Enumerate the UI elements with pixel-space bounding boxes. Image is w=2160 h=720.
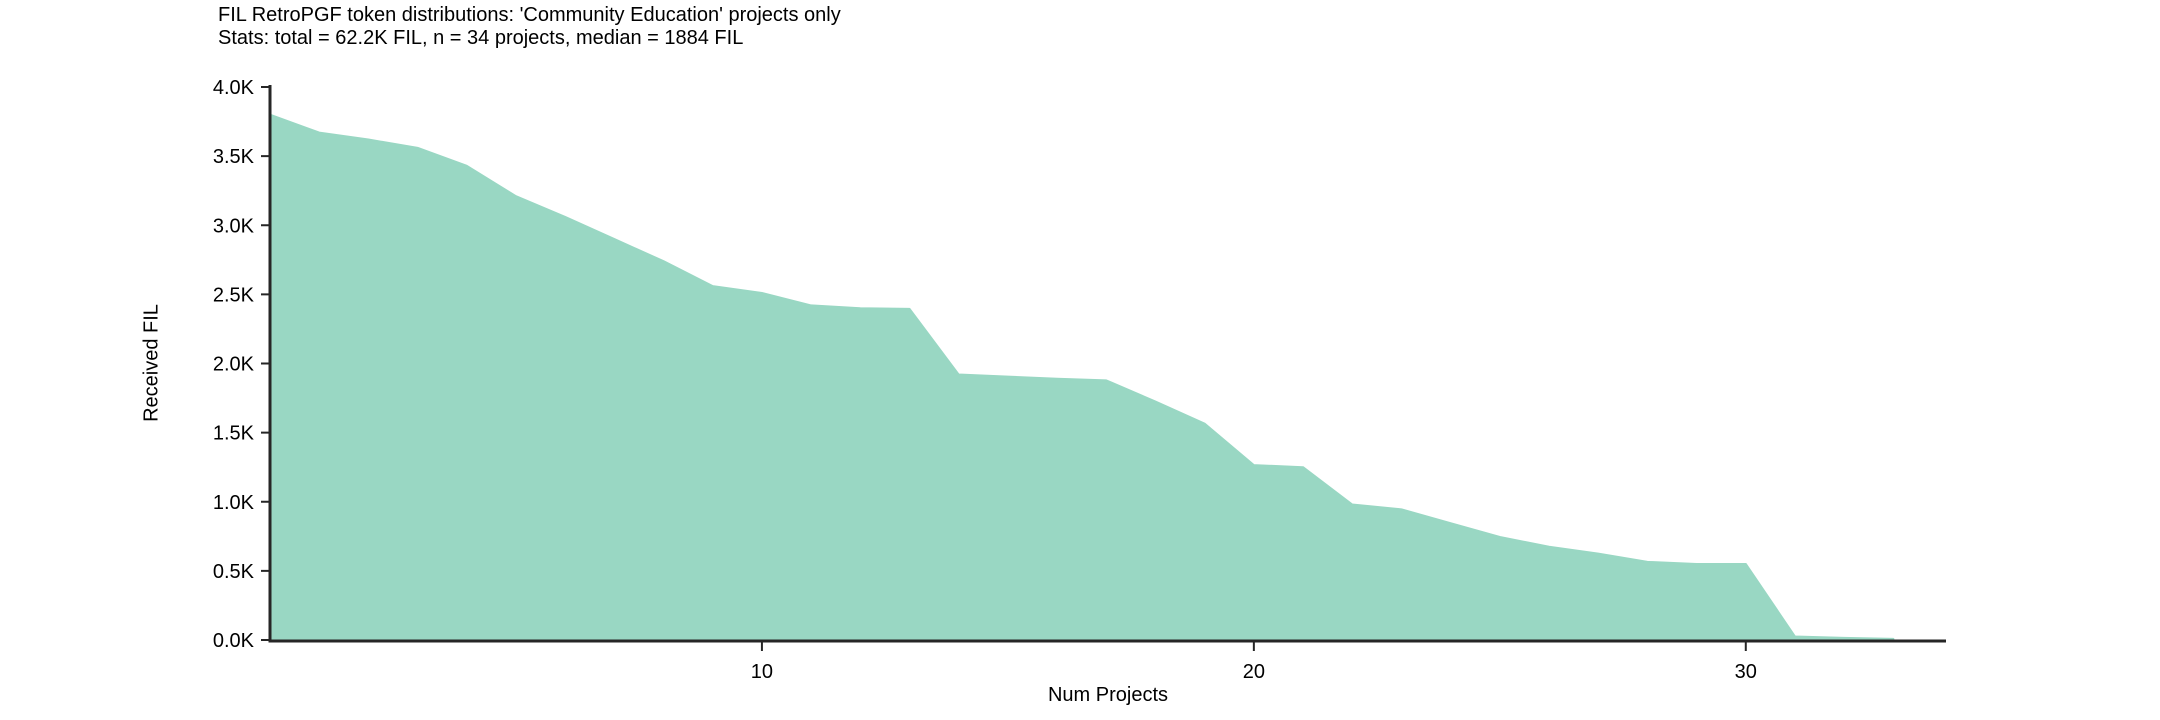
y-tick-label: 0.5K xyxy=(213,561,255,583)
y-tick-label: 2.0K xyxy=(213,354,255,376)
x-tick-label: 30 xyxy=(1735,661,1757,683)
y-axis-title: Received FIL xyxy=(140,304,163,422)
y-tick-label: 4.0K xyxy=(213,77,255,99)
y-tick-label: 2.5K xyxy=(213,284,255,306)
y-tick-label: 3.0K xyxy=(213,215,255,237)
area-series xyxy=(269,113,1895,641)
chart-title: FIL RetroPGF token distributions: 'Commu… xyxy=(218,4,841,26)
x-tick-label: 20 xyxy=(1243,661,1265,683)
y-tick-label: 3.5K xyxy=(213,146,255,168)
chart-subtitle: Stats: total = 62.2K FIL, n = 34 project… xyxy=(218,27,744,49)
y-tick-label: 0.0K xyxy=(213,630,255,652)
y-tick-label: 1.5K xyxy=(213,423,255,445)
chart-header: FIL RetroPGF token distributions: 'Commu… xyxy=(218,4,841,50)
x-axis-title: Num Projects xyxy=(1047,684,1169,706)
x-tick-label: 10 xyxy=(751,661,773,683)
y-tick-label: 1.0K xyxy=(213,492,255,514)
